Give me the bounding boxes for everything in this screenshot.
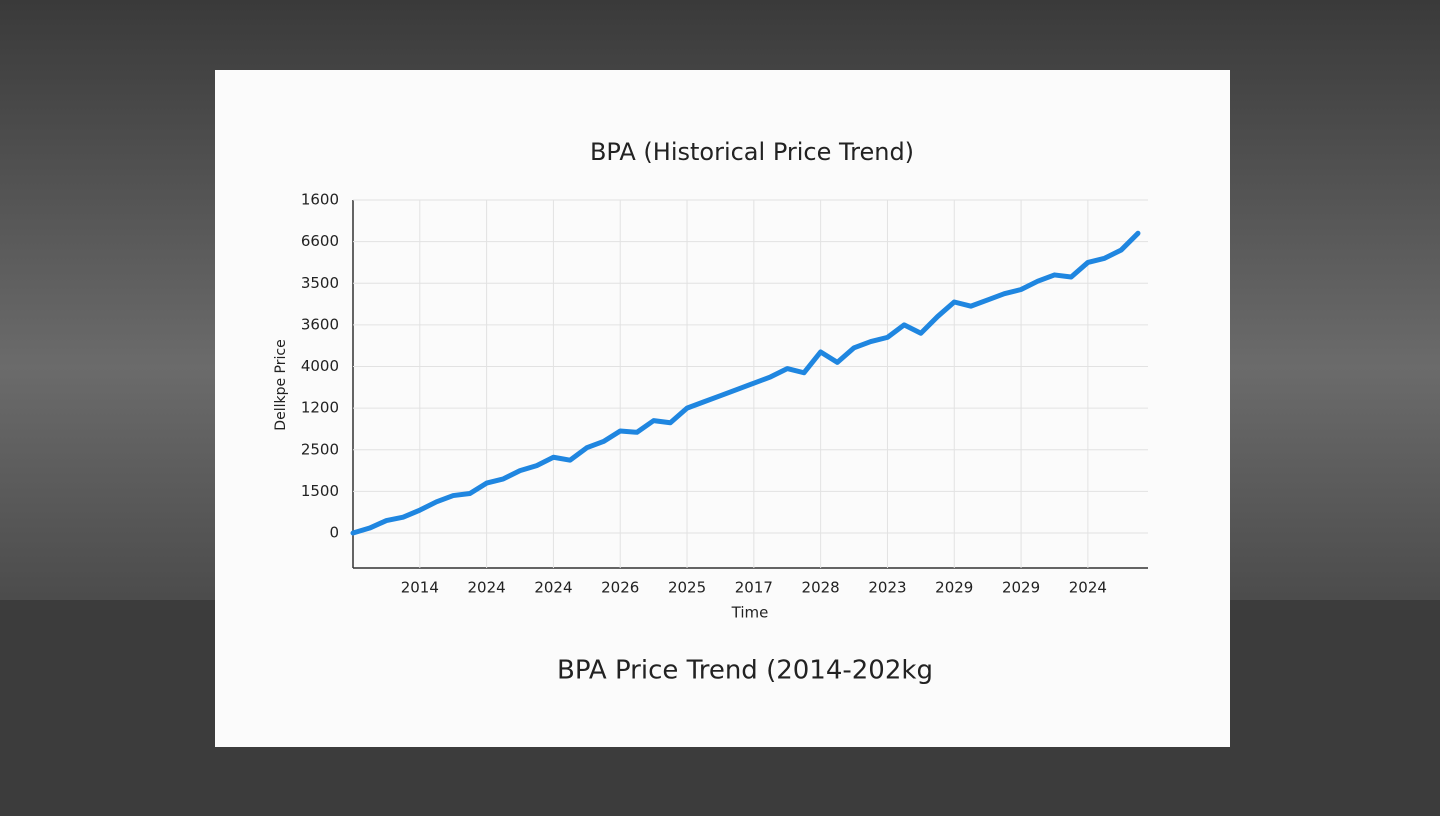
x-tick-label: 2026 <box>601 579 639 597</box>
x-tick-label: 2024 <box>1069 579 1107 597</box>
x-tick-label: 2014 <box>401 579 439 597</box>
x-tick-label: 2028 <box>802 579 840 597</box>
y-tick-label: 1200 <box>301 399 339 417</box>
x-axis-label: Time <box>731 604 769 622</box>
x-tick-label: 2029 <box>935 579 973 597</box>
x-tick-label: 2025 <box>668 579 706 597</box>
y-tick-label: 3600 <box>301 315 339 333</box>
y-tick-label: 1500 <box>301 482 339 500</box>
y-tick-label: 6600 <box>301 232 339 250</box>
x-tick-label: 2023 <box>868 579 906 597</box>
x-tick-label: 2024 <box>468 579 506 597</box>
y-axis-label: Dellkpe Price <box>273 339 289 430</box>
y-tick-label: 4000 <box>301 357 339 375</box>
x-tick-label: 2029 <box>1002 579 1040 597</box>
y-tick-label: 1600 <box>301 191 339 209</box>
y-tick-label: 3500 <box>301 274 339 292</box>
x-tick-label: 2017 <box>735 579 773 597</box>
y-tick-label: 2500 <box>301 440 339 458</box>
chart-subtitle: BPA Price Trend (2014-202kg <box>557 656 933 686</box>
price-line <box>350 230 1141 536</box>
x-tick-label: 2024 <box>534 579 572 597</box>
y-tick-label: 0 <box>329 524 339 542</box>
chart-title: BPA (Historical Price Trend) <box>590 138 914 166</box>
